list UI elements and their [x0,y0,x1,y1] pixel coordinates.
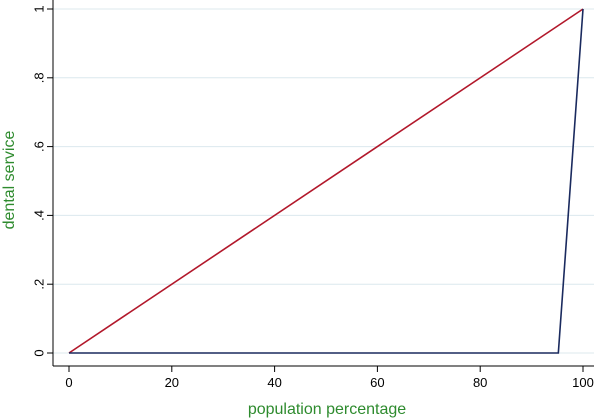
x-tick-label: 40 [267,375,281,390]
gridlines [53,8,594,354]
series [68,8,584,354]
axes [52,0,594,367]
y-tick-label: .8 [31,72,46,83]
ticks: 0 .2 .4 .6 .8 1 0 20 40 60 80 100 [31,5,593,390]
y-tick-label: .6 [31,141,46,152]
equality-line [68,8,584,354]
y-tick-label: 1 [31,5,46,12]
concentration-curve [69,8,584,354]
y-axis-title: dental service [1,131,18,230]
y-tick-label: .2 [31,279,46,290]
y-tick-label: .4 [31,210,46,221]
x-tick-label: 60 [370,375,384,390]
x-tick-label: 100 [572,375,594,390]
x-tick-label: 0 [65,375,72,390]
x-tick-label: 80 [473,375,487,390]
x-tick-label: 20 [165,375,179,390]
y-tick-label: 0 [31,349,46,356]
x-axis-title: population percentage [248,401,406,418]
